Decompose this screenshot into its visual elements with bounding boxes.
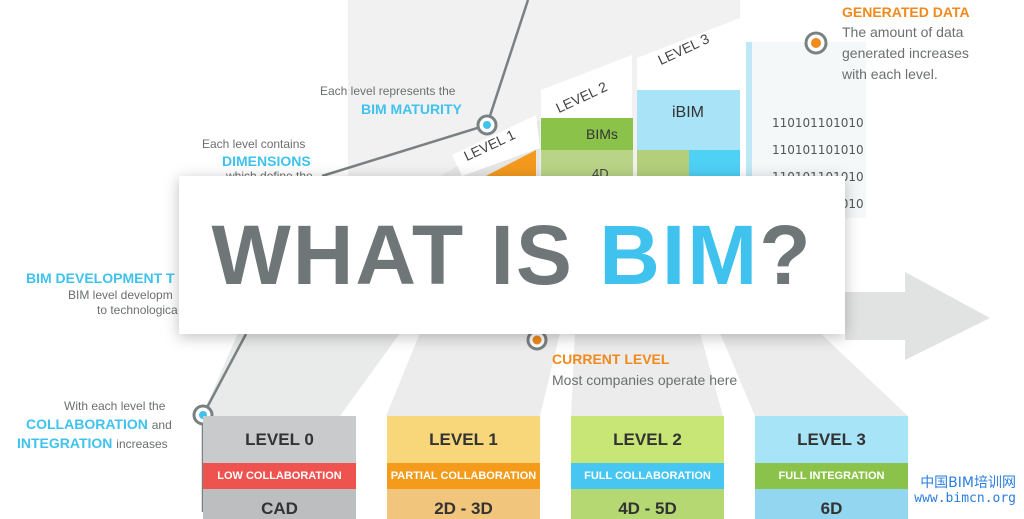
floor-band-0 bbox=[202, 333, 400, 416]
title-card: WHAT IS BIM? bbox=[179, 176, 845, 334]
collab-suffix: increases bbox=[116, 437, 168, 451]
level-2-badge: FULL COLLABORATION bbox=[571, 463, 724, 489]
level-2-head: LEVEL 2 bbox=[571, 416, 724, 464]
watermark-line1: 中国BIM培训网 bbox=[920, 475, 1016, 491]
generated-data-line3: with each level. bbox=[842, 66, 938, 82]
track-line-mid bbox=[321, 123, 488, 178]
collab-heading2: INTEGRATION bbox=[17, 435, 113, 451]
level-1-head: LEVEL 1 bbox=[387, 416, 540, 464]
level-0-badge: LOW COLLABORATION bbox=[203, 463, 356, 489]
dimensions-heading: DIMENSIONS bbox=[222, 153, 311, 169]
step-2-4d bbox=[541, 150, 633, 176]
generated-data-line1: The amount of data bbox=[842, 24, 964, 40]
current-level-line1: Most companies operate here bbox=[552, 372, 738, 388]
level-3-badge: FULL INTEGRATION bbox=[755, 463, 908, 489]
floor-band-2 bbox=[571, 333, 723, 416]
level-2-bottom: 4D - 5D bbox=[571, 489, 724, 519]
level-1-badge: PARTIAL COLLABORATION bbox=[387, 463, 540, 489]
collab-line3: INTEGRATION increases bbox=[17, 435, 168, 451]
dev-track-heading: BIM DEVELOPMENT T bbox=[26, 270, 175, 286]
floor-band-3 bbox=[720, 333, 908, 416]
generated-data-heading: GENERATED DATA bbox=[842, 4, 970, 20]
binary-line-2: 110101101010 bbox=[772, 143, 864, 157]
binary-line-1: 110101101010 bbox=[772, 116, 864, 130]
collab-line2: COLLABORATION and bbox=[26, 416, 172, 432]
step-2-top bbox=[541, 55, 632, 118]
step-3-green bbox=[637, 150, 689, 176]
track-line-lower bbox=[201, 333, 248, 416]
dimensions-line2: which define the bbox=[226, 169, 313, 176]
maturity-heading: BIM MATURITY bbox=[361, 101, 462, 117]
step-3-ibim bbox=[637, 90, 740, 150]
dev-track-line1: BIM level developm bbox=[68, 288, 173, 302]
arrow-shape bbox=[845, 272, 990, 360]
data-column-edge bbox=[746, 42, 752, 218]
maturity-line1: Each level represents the bbox=[320, 84, 456, 98]
title-accent: BIM bbox=[599, 207, 760, 302]
step-3-top bbox=[637, 18, 740, 90]
collab-and: and bbox=[151, 418, 172, 432]
step-1-orange bbox=[486, 150, 536, 176]
title-suffix: ? bbox=[759, 207, 813, 302]
level-0-head: LEVEL 0 bbox=[203, 416, 356, 464]
step-3-cyan bbox=[689, 150, 740, 176]
current-level-heading: CURRENT LEVEL bbox=[552, 351, 670, 367]
page-title: WHAT IS BIM? bbox=[211, 207, 812, 304]
stair-bims: BIMs bbox=[586, 126, 618, 142]
track-line-upper bbox=[485, 0, 530, 126]
title-prefix: WHAT IS bbox=[211, 207, 600, 302]
generated-data-line2: generated increases bbox=[842, 45, 969, 61]
step-1-top bbox=[452, 115, 540, 176]
level-0-bottom: CAD bbox=[203, 489, 356, 519]
watermark-line2: www.bimcn.org bbox=[914, 491, 1016, 506]
floor-band-1 bbox=[386, 333, 560, 416]
dimensions-line1: Each level contains bbox=[202, 137, 306, 151]
level-3-bottom: 6D bbox=[755, 489, 908, 519]
step-2-bims bbox=[541, 118, 633, 150]
collab-heading1: COLLABORATION bbox=[26, 416, 148, 432]
stair-ibim: iBIM bbox=[672, 104, 704, 121]
dev-track-line2: to technologica bbox=[97, 303, 178, 317]
level-3-head: LEVEL 3 bbox=[755, 416, 908, 464]
collab-line1: With each level the bbox=[64, 399, 166, 413]
level-1-bottom: 2D - 3D bbox=[387, 489, 540, 519]
